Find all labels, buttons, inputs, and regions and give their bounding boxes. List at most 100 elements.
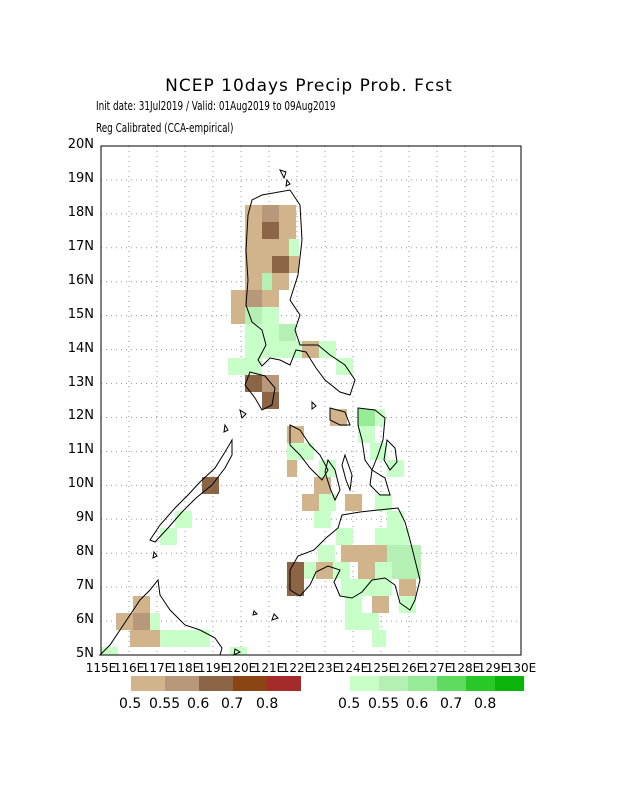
cell-wet bbox=[336, 528, 353, 545]
cell-wet bbox=[262, 273, 272, 290]
lat-tick-label: 11N bbox=[67, 442, 94, 458]
legend-threshold-label: 0.55 bbox=[368, 696, 400, 712]
lon-tick-label: 128E bbox=[449, 661, 481, 675]
cell-wet bbox=[245, 341, 262, 358]
lat-tick-label: 13N bbox=[67, 374, 94, 390]
cell-dry bbox=[245, 256, 262, 273]
cell-wet bbox=[314, 511, 331, 528]
cell-dry bbox=[289, 256, 299, 273]
lon-tick-label: 115E bbox=[85, 661, 117, 675]
cell-dry bbox=[287, 460, 297, 477]
lat-tick-label: 19N bbox=[67, 170, 94, 186]
lon-tick-label: 116E bbox=[113, 661, 145, 675]
cell-dry bbox=[262, 205, 279, 222]
cell-wet bbox=[245, 358, 262, 375]
cell-dry bbox=[372, 596, 389, 613]
cell-dry bbox=[245, 290, 262, 307]
cell-wet bbox=[375, 494, 392, 511]
cell-wet bbox=[160, 630, 210, 647]
cell-wet bbox=[372, 630, 386, 647]
lon-tick-label: 123E bbox=[309, 661, 341, 675]
chart-title: NCEP 10days Precip Prob. Fcst bbox=[165, 76, 453, 96]
cell-wet bbox=[228, 358, 245, 375]
lat-tick-label: 15N bbox=[67, 306, 94, 322]
cell-wet bbox=[341, 579, 392, 596]
cell-dry bbox=[133, 596, 150, 613]
cell-dry bbox=[358, 545, 387, 562]
lon-tick-label: 125E bbox=[365, 661, 397, 675]
lon-tick-label: 130E bbox=[505, 661, 537, 675]
cell-wet bbox=[262, 307, 279, 324]
legend-swatch bbox=[233, 676, 267, 691]
legend-threshold-label: 0.6 bbox=[406, 696, 429, 712]
calibration-method: Reg Calibrated (CCA-empirical) bbox=[96, 121, 234, 135]
cell-dry bbox=[272, 256, 289, 273]
cell-dry bbox=[287, 562, 304, 596]
legend-swatch bbox=[437, 676, 466, 691]
legend-threshold-label: 0.7 bbox=[440, 696, 463, 712]
cell-wet bbox=[370, 443, 387, 460]
lon-tick-label: 119E bbox=[197, 661, 229, 675]
cell-wet bbox=[175, 511, 192, 528]
cell-dry bbox=[262, 222, 279, 239]
cell-dry bbox=[358, 562, 375, 579]
lat-tick-label: 14N bbox=[67, 340, 94, 356]
cell-wet bbox=[318, 545, 335, 562]
lon-tick-label: 129E bbox=[477, 661, 509, 675]
cell-wet bbox=[387, 511, 404, 528]
cell-dry bbox=[262, 392, 279, 409]
cell-wet bbox=[392, 562, 421, 579]
cell-wet bbox=[375, 562, 392, 579]
legend-threshold-label: 0.5 bbox=[338, 696, 361, 712]
legend-swatch bbox=[199, 676, 233, 691]
cell-dry bbox=[130, 630, 160, 647]
legend-swatch bbox=[379, 676, 408, 691]
cell-wet bbox=[287, 443, 297, 460]
cell-wet bbox=[375, 528, 409, 545]
cell-dry bbox=[345, 494, 362, 511]
cell-dry bbox=[245, 239, 296, 256]
cell-wet bbox=[245, 307, 262, 324]
cell-wet bbox=[345, 613, 379, 630]
legend-swatch bbox=[350, 676, 379, 691]
coastlines bbox=[98, 169, 421, 656]
cell-dry bbox=[279, 205, 296, 222]
lat-tick-label: 9N bbox=[76, 510, 94, 526]
lon-tick-label: 122E bbox=[281, 661, 313, 675]
cell-wet bbox=[399, 596, 416, 613]
cell-dry bbox=[133, 613, 150, 630]
cell-wet bbox=[375, 409, 385, 426]
legend-swatch bbox=[131, 676, 165, 691]
lat-tick-label: 5N bbox=[76, 646, 94, 661]
lon-tick-label: 121E bbox=[253, 661, 285, 675]
legend-threshold-label: 0.5 bbox=[119, 696, 142, 712]
init-valid-dates: Init date: 31Jul2019 / Valid: 01Aug2019 … bbox=[96, 99, 336, 113]
lon-tick-label: 127E bbox=[421, 661, 453, 675]
legend-wet-colorbar bbox=[350, 676, 524, 691]
legend-threshold-label: 0.7 bbox=[221, 696, 244, 712]
legend-threshold-label: 0.8 bbox=[474, 696, 497, 712]
cell-wet bbox=[319, 494, 336, 511]
cell-wet bbox=[150, 613, 160, 630]
cell-wet bbox=[387, 460, 404, 477]
lat-tick-label: 17N bbox=[67, 238, 94, 254]
lat-tick-label: 10N bbox=[67, 476, 94, 492]
lon-tick-label: 117E bbox=[141, 661, 173, 675]
lat-tick-label: 7N bbox=[76, 578, 94, 594]
cell-dry bbox=[245, 205, 262, 239]
legend-swatch bbox=[495, 676, 524, 691]
cell-dry bbox=[314, 477, 331, 494]
cell-wet bbox=[345, 596, 362, 613]
cell-wet bbox=[358, 426, 375, 443]
cell-dry bbox=[245, 273, 262, 290]
legend-dry-colorbar bbox=[131, 676, 301, 691]
lon-tick-label: 120E bbox=[225, 661, 257, 675]
cell-dry bbox=[341, 545, 358, 562]
cell-wet bbox=[289, 239, 299, 256]
lon-tick-label: 126E bbox=[393, 661, 425, 675]
cell-wet bbox=[358, 409, 375, 426]
lat-tick-label: 20N bbox=[67, 137, 94, 152]
lat-tick-label: 18N bbox=[67, 204, 94, 220]
legend-swatch bbox=[267, 676, 301, 691]
